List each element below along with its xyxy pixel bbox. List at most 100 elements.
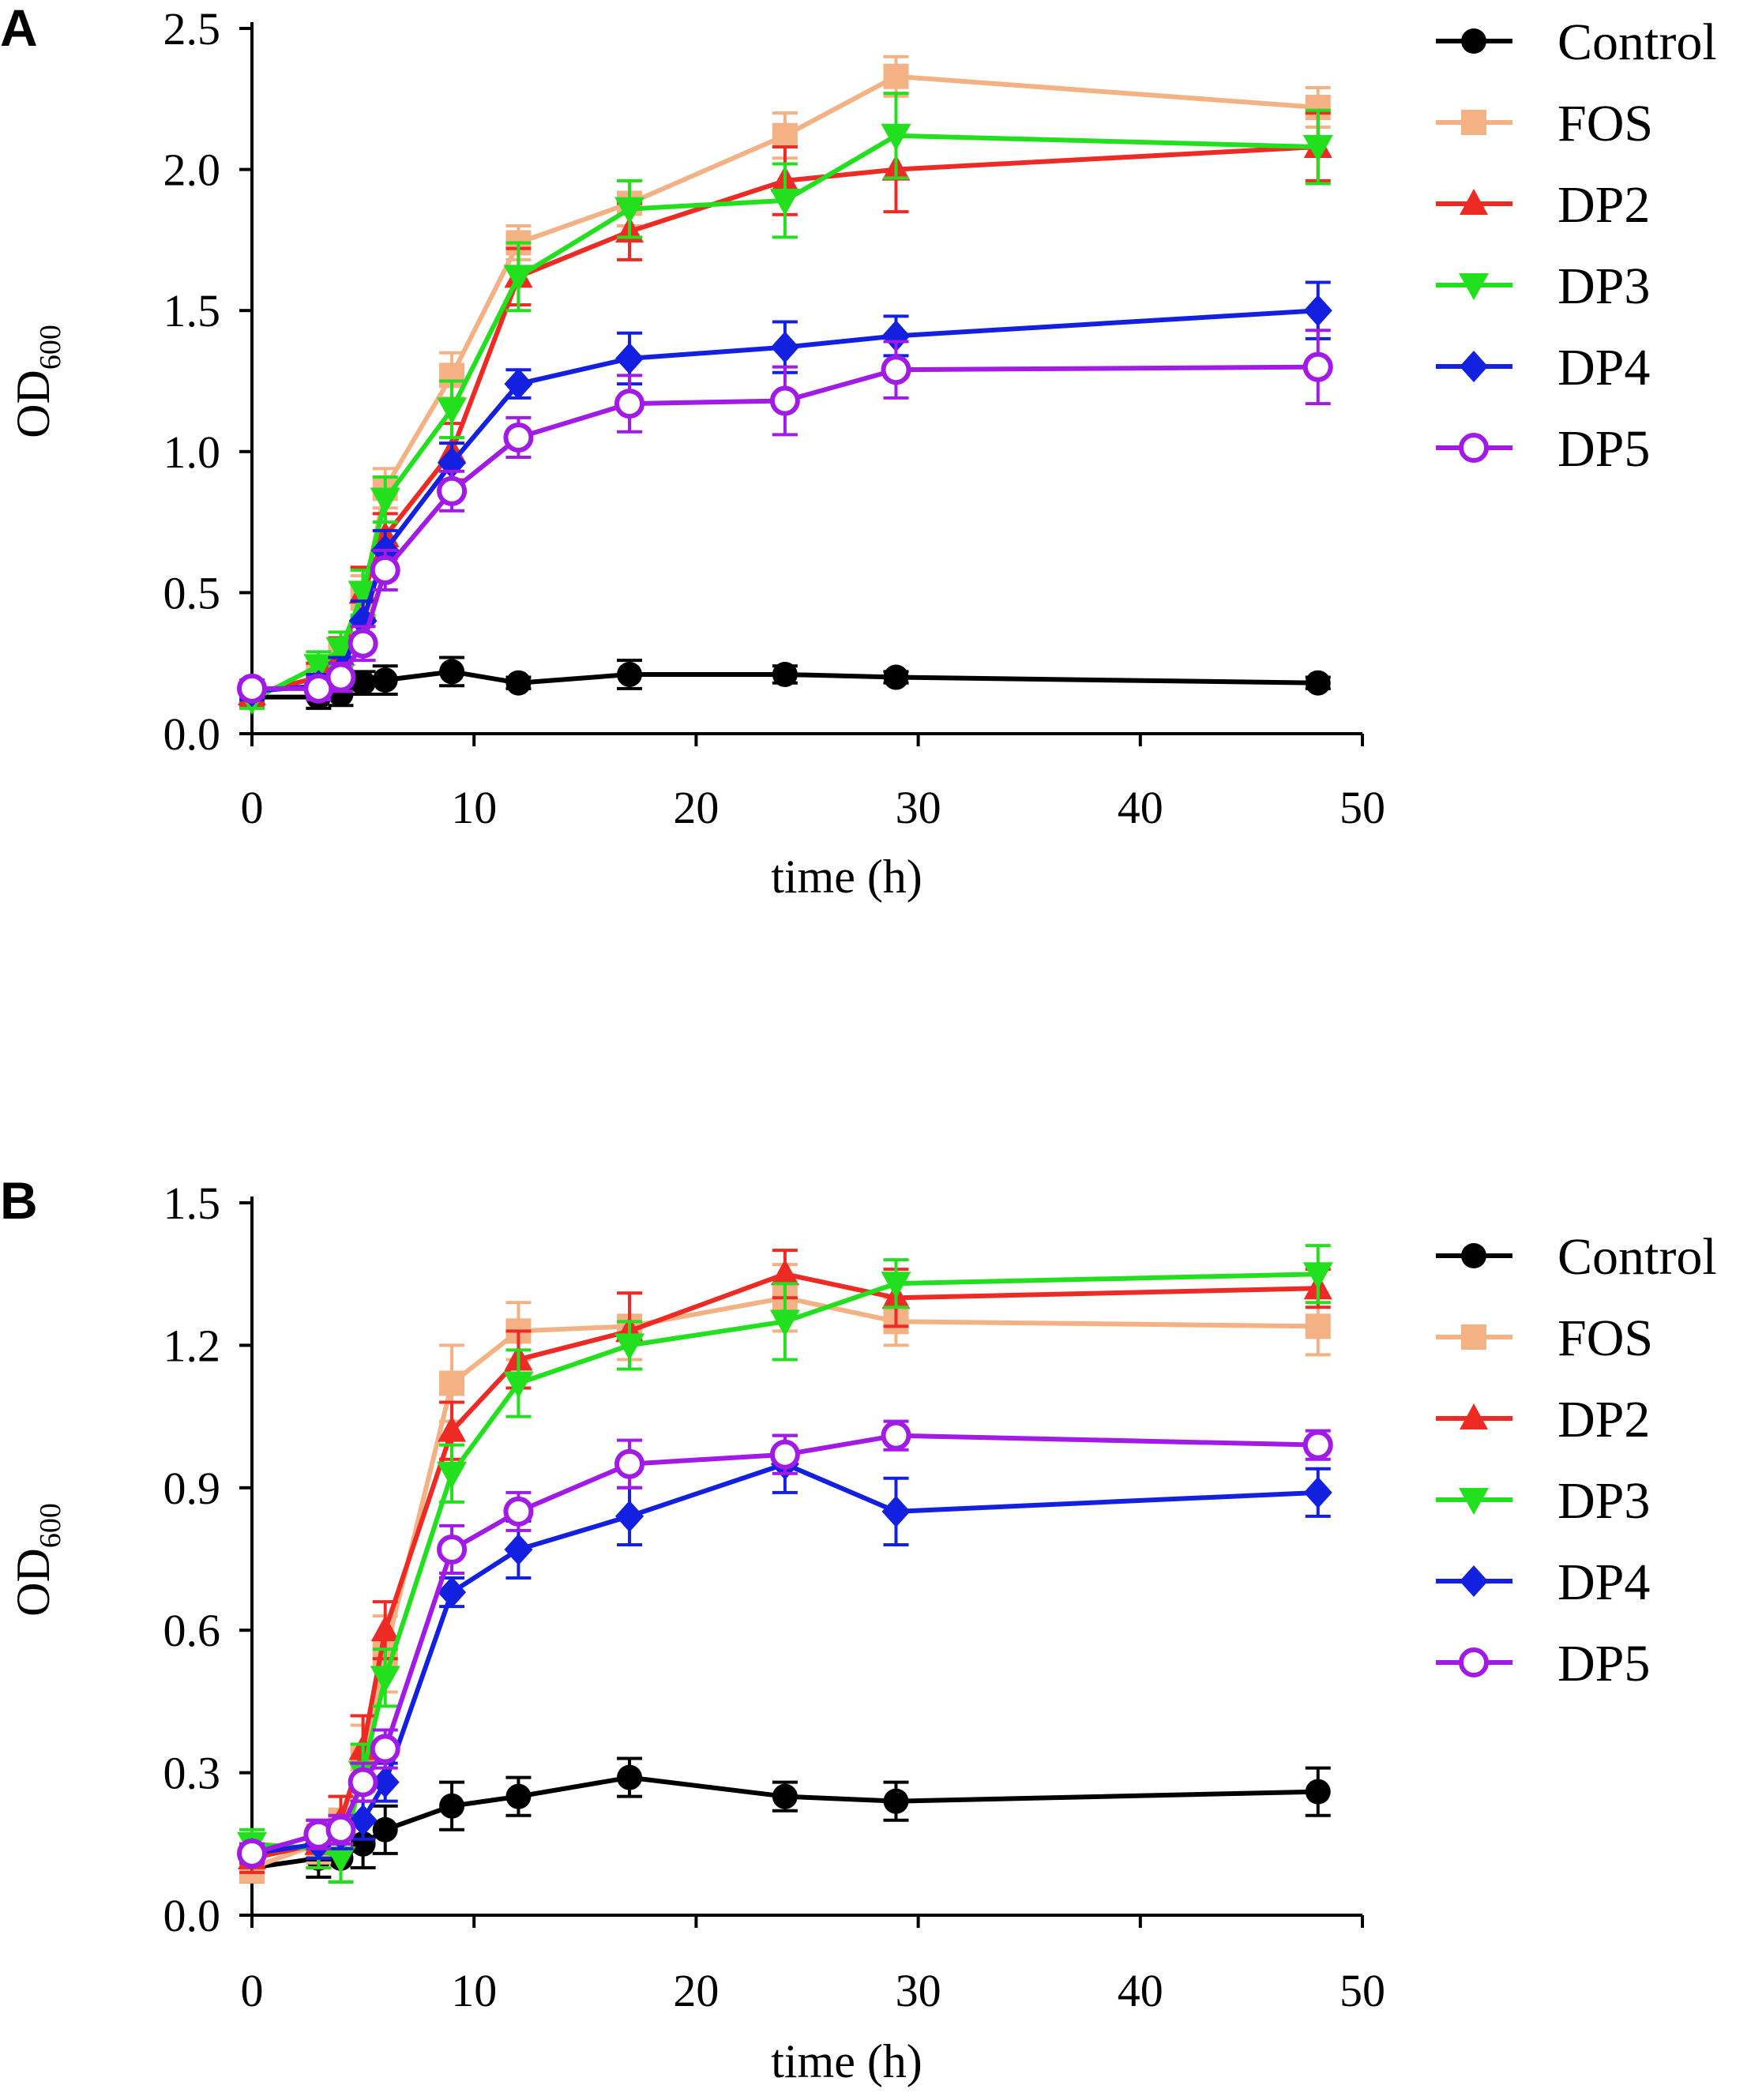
panel-b-y-tick-label: 0.3 <box>163 1748 221 1799</box>
panel-a-legend-dp2-marker <box>1460 189 1488 215</box>
panel-b-y-axis-title-sub: 600 <box>34 1503 67 1548</box>
panel-b-dp2-point-marker <box>438 1415 467 1442</box>
panel-a-dp3-point-marker <box>303 654 334 682</box>
panel-a-dp4-point-marker <box>881 320 911 352</box>
panel-a-x-tick-label: 50 <box>1340 782 1385 833</box>
panel-a-dp5-point-marker <box>614 389 645 419</box>
panel-a-dp3-point-marker <box>437 397 468 425</box>
panel-a-legend-label: Control <box>1557 13 1717 71</box>
panel-b-dp4-point-marker <box>348 1804 378 1836</box>
panel-a-legend-fos-marker <box>1461 110 1486 135</box>
panel-b-y-axis-title-main: OD <box>7 1548 59 1617</box>
panel-a-legend-label: DP3 <box>1557 257 1650 315</box>
panel-a-fos-point-marker <box>772 122 798 148</box>
panel-a-dp3-point-marker <box>370 487 400 515</box>
panel-b-dp3-point-marker <box>614 1333 645 1361</box>
panel-b-legend-dp4-marker <box>1460 1565 1488 1597</box>
panel-b-y-tick-label: 0.9 <box>163 1463 221 1514</box>
panel-a-x-tick-label: 40 <box>1118 782 1163 833</box>
panel-b-control-point-marker <box>617 1764 643 1790</box>
panel-a-legend-item-dp3: DP3 <box>1436 257 1650 315</box>
panel-a-dp5-point-marker <box>348 628 378 659</box>
panel-a-y-axis-title: OD600 <box>7 325 67 438</box>
panel-b-x-tick-label: 0 <box>241 1965 264 2016</box>
panel-b-legend-dp3-marker <box>1459 1488 1489 1515</box>
panel-b-legend-label: FOS <box>1557 1309 1653 1367</box>
panel-b-legend-item-dp4: DP4 <box>1436 1553 1650 1611</box>
panel-a-control-point-marker <box>372 667 398 693</box>
panel-a-series-dp5 <box>237 329 1333 704</box>
panel-a-control-point-marker <box>772 661 798 687</box>
panel-a-dp3-point-marker <box>348 580 378 608</box>
panel-b-dp5-point-marker <box>348 1767 378 1798</box>
panel-b-control-point-marker <box>372 1816 398 1843</box>
panel-a-legend-item-dp5: DP5 <box>1436 420 1650 478</box>
panel-b-legend-item-fos: FOS <box>1436 1309 1653 1367</box>
panel-b-dp5-point-marker <box>1302 1429 1333 1460</box>
panel-a-dp3-point-marker <box>503 265 534 292</box>
panel-b-dp5-point-marker <box>325 1814 356 1845</box>
panel-b-legend-item-control: Control <box>1436 1228 1717 1286</box>
panel-a-dp3-point-marker <box>769 188 800 216</box>
panel-b-dp3-point-marker <box>503 1371 534 1399</box>
panel-a-legend-item-dp4: DP4 <box>1436 339 1650 396</box>
panel-a-dp5-point-marker <box>503 422 534 453</box>
panel-b-control-point-marker <box>1305 1779 1331 1805</box>
panel-b-dp4-point-marker <box>438 1576 467 1609</box>
panel-a-y-tick-label: 1.0 <box>163 426 221 478</box>
panel-a-control-point-marker <box>883 664 909 690</box>
panel-a-dp5-point-marker <box>881 355 911 385</box>
panel-b-dp3-point-marker <box>370 1666 400 1693</box>
panel-a-y-tick-label: 0.5 <box>163 567 221 618</box>
panel-a-legend-item-fos: FOS <box>1436 95 1653 152</box>
panel-b-dp5-point-marker <box>437 1534 468 1565</box>
panel-b-y-axis-title: OD600 <box>7 1503 67 1617</box>
panel-a-y-tick-label: 2.0 <box>163 145 221 196</box>
panel-a-x-tick-label: 30 <box>896 782 941 833</box>
panel-b-x-tick-label: 10 <box>451 1965 497 2016</box>
panel-a-x-axis-title: time (h) <box>771 851 922 903</box>
panel-b-dp4-point-marker <box>370 1766 400 1798</box>
panel-b-control-point-marker <box>883 1788 909 1814</box>
panel-a-series-control <box>239 656 1331 710</box>
panel-a-dp4-point-marker <box>1303 295 1332 327</box>
panel-a-legend-label: DP4 <box>1557 339 1650 396</box>
panel-b-x-tick-label: 40 <box>1118 1965 1163 2016</box>
panel-a-legend-item-control: Control <box>1436 13 1717 71</box>
panel-b-dp5-point-marker <box>881 1420 911 1451</box>
panel-a-control-point-marker <box>617 661 643 687</box>
panel-a-dp5-point-marker <box>1302 351 1333 382</box>
panel-a-dp4-point-marker <box>770 331 799 363</box>
panel-b-x-tick-label: 30 <box>896 1965 941 2016</box>
panel-b-x-tick-label: 20 <box>673 1965 719 2016</box>
panel-b-y-tick-label: 1.5 <box>163 1178 221 1229</box>
panel-a-label: A <box>0 0 38 57</box>
panel-a-legend-control-marker <box>1461 28 1486 54</box>
panel-b-legend-label: DP2 <box>1557 1391 1650 1448</box>
panel-a-dp3-point-marker <box>1302 135 1333 163</box>
panel-b-x-axis-title: time (h) <box>771 2035 922 2087</box>
panel-b-dp3-point-marker <box>769 1309 800 1337</box>
panel-b-legend-item-dp3: DP3 <box>1436 1472 1650 1530</box>
panel-a-dp4-point-marker <box>615 342 644 374</box>
panel-a-y-tick-label: 0.0 <box>163 708 221 760</box>
panel-a-legend-item-dp2: DP2 <box>1436 176 1650 234</box>
panel-b-series-dp5 <box>237 1419 1333 1869</box>
panel-b-dp4-point-marker <box>881 1495 911 1527</box>
panel-b-legend-label: DP3 <box>1557 1472 1650 1530</box>
panel-a-y-axis-title-sub: 600 <box>34 325 67 370</box>
panel-a-dp3-point-marker <box>614 197 645 224</box>
panel-a-legend-label: FOS <box>1557 95 1653 152</box>
panel-b-fos-point-marker <box>439 1370 465 1396</box>
panel-a-x-tick-label: 20 <box>673 782 719 833</box>
panel-a-dp5-point-marker <box>325 662 356 693</box>
panel-a-y-tick-label: 1.5 <box>163 285 221 336</box>
panel-a-x-tick-label: 10 <box>451 782 497 833</box>
panel-b-dp5-point-marker <box>503 1496 534 1527</box>
panel-b-legend-dp2-marker <box>1460 1403 1488 1429</box>
panel-b-x-tick-label: 50 <box>1340 1965 1385 2016</box>
panel-b-control-point-marker <box>772 1783 798 1809</box>
panel-a-y-axis-title-main: OD <box>7 370 59 438</box>
panel-a-dp5-point-marker <box>237 673 267 704</box>
